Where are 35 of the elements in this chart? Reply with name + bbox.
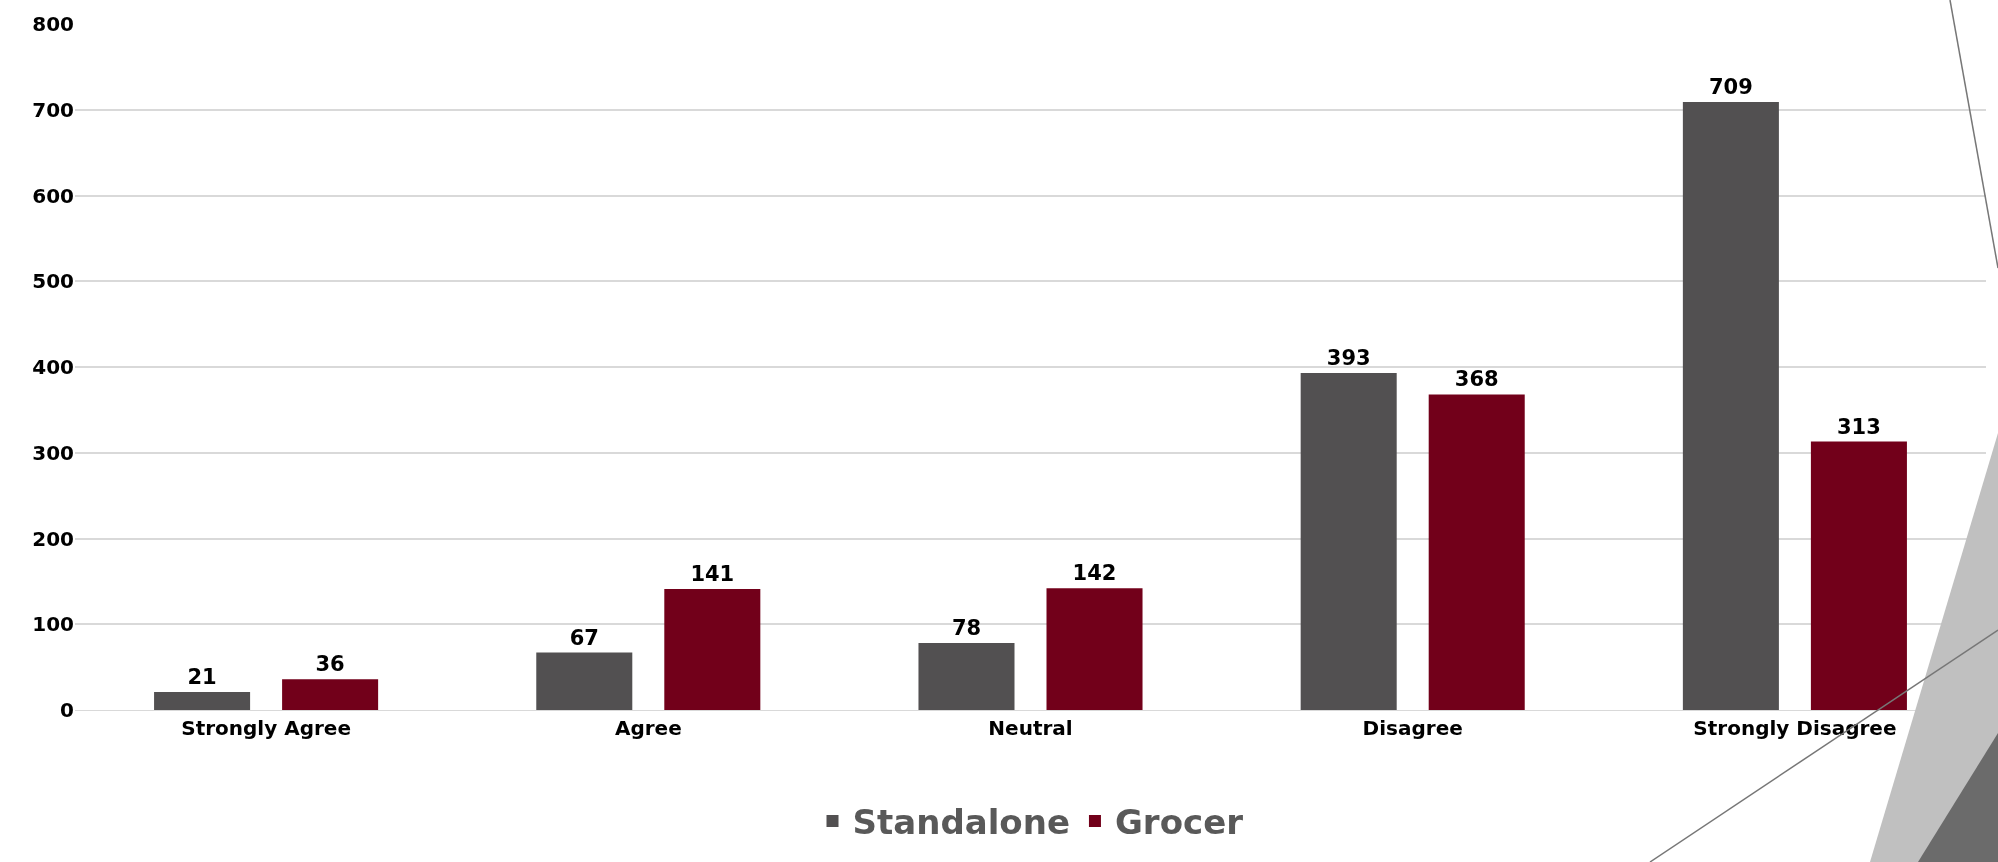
x-tick-label: Disagree <box>1362 716 1463 740</box>
data-label: 36 <box>315 652 345 677</box>
y-tick-label: 0 <box>60 698 74 722</box>
data-label: 142 <box>1072 561 1117 586</box>
bar <box>536 652 633 710</box>
x-tick-label: Strongly Disagree <box>1693 716 1897 740</box>
bar <box>154 691 251 710</box>
x-tick-label: Strongly Agree <box>181 716 351 740</box>
y-tick-label: 100 <box>32 612 74 637</box>
bar <box>282 679 379 710</box>
y-tick-label: 800 <box>32 12 74 36</box>
bar <box>1682 102 1779 710</box>
y-tick-label: 200 <box>32 526 74 551</box>
y-tick-label: 400 <box>32 355 74 379</box>
data-label: 67 <box>569 625 599 650</box>
data-label: 313 <box>1836 414 1881 439</box>
bar <box>664 589 761 710</box>
x-tick-label: Agree <box>614 716 682 740</box>
data-label: 368 <box>1454 367 1499 392</box>
y-tick-label: 300 <box>32 440 74 465</box>
data-label: 393 <box>1326 346 1371 370</box>
legend-label: Standalone <box>852 802 1070 843</box>
y-tick-label: 600 <box>32 183 74 208</box>
y-tick-label: 700 <box>32 97 74 122</box>
data-label: 21 <box>187 664 217 689</box>
bar <box>1300 373 1397 710</box>
data-label: 141 <box>690 562 735 587</box>
bar <box>1046 588 1143 710</box>
bar <box>1428 394 1525 710</box>
data-label: 78 <box>951 616 982 641</box>
bar <box>918 643 1015 710</box>
y-tick-label: 500 <box>32 269 74 294</box>
x-tick-label: Neutral <box>988 716 1073 740</box>
legend-label: Grocer <box>1114 802 1244 843</box>
data-label: 709 <box>1708 75 1753 100</box>
